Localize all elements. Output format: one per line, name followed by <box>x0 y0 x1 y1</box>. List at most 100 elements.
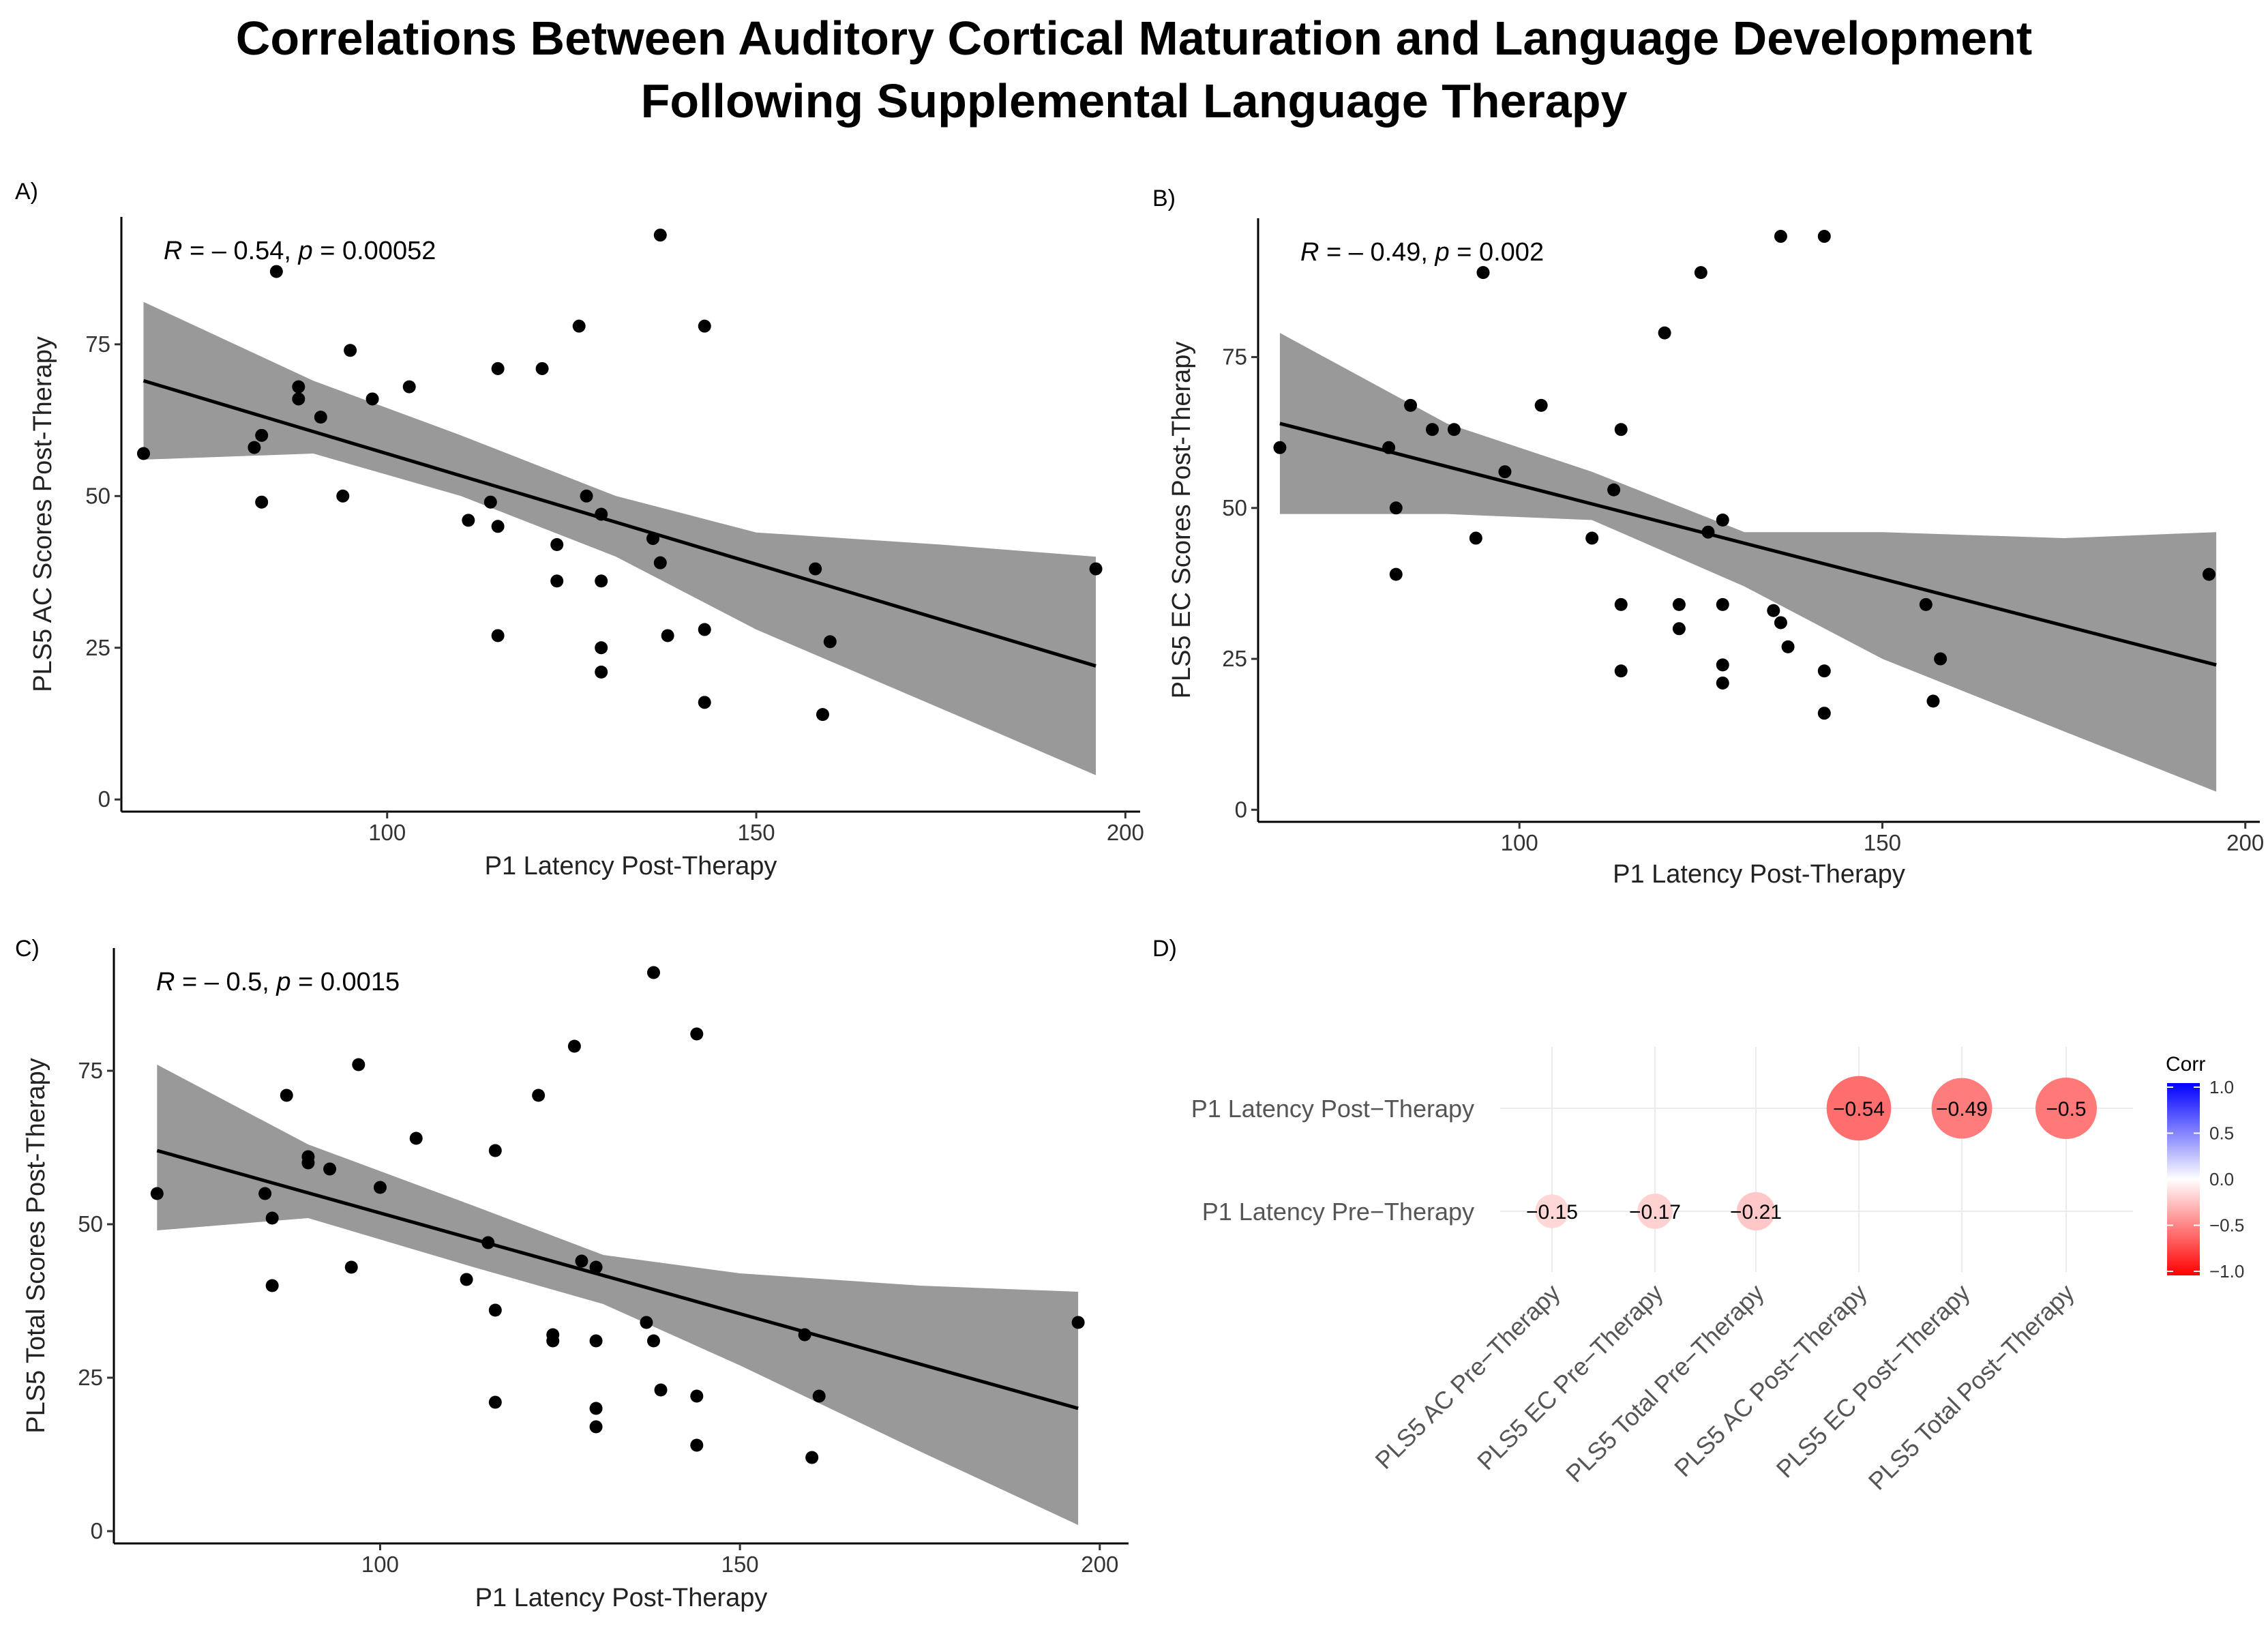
p1-confidence-band <box>1279 333 2217 792</box>
p0-data-point <box>646 532 659 546</box>
p3-cell-value: −0.21 <box>1730 1201 1782 1224</box>
p1-y-axis-label: PLS5 EC Scores Post-Therapy <box>1167 342 1196 699</box>
p2-annotation-r-val: = – 0.5, <box>175 968 276 996</box>
p2-y-tick-label: 75 <box>78 1058 103 1083</box>
p0-correlation-annotation: R = – 0.54, p = 0.00052 <box>164 237 436 265</box>
p0-data-point <box>255 495 269 509</box>
p2-data-point <box>575 1254 588 1268</box>
p2-annotation-p-val: = 0.0015 <box>291 968 400 996</box>
p1-data-point <box>1382 441 1396 454</box>
p1-data-point <box>1534 398 1548 412</box>
p2-data-point <box>589 1402 603 1415</box>
p0-data-point <box>269 265 283 278</box>
p0-data-point <box>402 380 416 394</box>
p0-data-point <box>491 629 505 642</box>
p1-y-tick-label: 50 <box>1222 495 1247 520</box>
p0-data-point <box>698 696 711 709</box>
p0-data-point <box>535 361 549 375</box>
p2-confidence-band <box>157 1065 1079 1525</box>
p2-y-axis-label: PLS5 Total Scores Post-Therapy <box>22 1058 50 1434</box>
p1-data-point <box>1585 531 1599 545</box>
p3-legend-tick-label: 0.5 <box>2209 1123 2234 1144</box>
p2-y-tick-label: 25 <box>78 1365 103 1390</box>
p2-data-point <box>589 1420 603 1434</box>
p0-data-point <box>365 392 379 406</box>
p3-cell-value: −0.49 <box>1936 1098 1988 1121</box>
p1-y-tick-label: 0 <box>1235 797 1247 822</box>
p0-data-point <box>595 507 608 521</box>
p2-x-tick-label: 200 <box>1081 1552 1118 1577</box>
p1-x-tick-label: 150 <box>1864 830 1901 855</box>
p1-data-point <box>1774 230 1787 243</box>
p0-data-point <box>550 537 564 551</box>
p1-y-tick-label: 25 <box>1222 646 1247 671</box>
p3-col-label: PLS5 Total Pre−Therapy <box>1560 1279 1770 1488</box>
p2-y-tick-label: 0 <box>91 1518 103 1543</box>
p2-data-point <box>323 1162 337 1176</box>
p1-data-point <box>1614 597 1628 611</box>
p0-x-tick-label: 100 <box>368 820 406 845</box>
p3-legend-tick-label: −1.0 <box>2209 1261 2244 1282</box>
p2-data-point <box>798 1328 811 1342</box>
p1-data-point <box>1469 531 1482 545</box>
p1-data-point <box>1498 465 1512 479</box>
p1-correlation-annotation: R = – 0.49, p = 0.002 <box>1300 238 1544 267</box>
p0-data-point <box>483 495 497 509</box>
p0-data-point <box>550 574 564 588</box>
p1-data-point <box>1817 664 1831 678</box>
p2-data-point <box>481 1236 495 1249</box>
p0-y-axis-label: PLS5 AC Scores Post-Therapy <box>29 336 57 692</box>
p3-cell-circle <box>2035 1078 2097 1139</box>
p1-annotation-p-val: = 0.002 <box>1450 238 1544 267</box>
p0-data-point <box>136 447 150 460</box>
p1-data-point <box>1672 622 1686 636</box>
p2-annotation-p: p <box>275 968 290 996</box>
p1-data-point <box>1389 501 1403 515</box>
p1-data-point <box>1919 597 1933 611</box>
p2-data-point <box>654 1383 668 1397</box>
p3-cell-circle <box>1931 1078 1993 1139</box>
p2-annotation-r: R <box>156 968 175 996</box>
p1-regression-line <box>1279 421 2217 667</box>
p0-x-tick-label: 200 <box>1107 820 1144 845</box>
p0-data-point <box>698 319 711 333</box>
p2-data-point <box>690 1438 704 1452</box>
p0-data-point <box>572 319 586 333</box>
p0-y-tick-label: 75 <box>85 331 110 357</box>
p2-data-point <box>344 1260 358 1274</box>
p2-data-point <box>589 1334 603 1348</box>
p2-data-point <box>352 1058 365 1071</box>
figure-title-line1: Correlations Between Auditory Cortical M… <box>236 12 2032 65</box>
p1-data-point <box>1926 694 1940 708</box>
p1-data-point <box>1404 398 1418 412</box>
p3-cell-circle <box>1535 1194 1569 1228</box>
p0-data-point <box>595 574 608 588</box>
p2-data-point <box>532 1089 546 1102</box>
p2-data-point <box>373 1181 387 1194</box>
p2-x-tick-label: 100 <box>361 1552 399 1577</box>
p0-data-point <box>344 344 357 357</box>
p2-data-point <box>280 1089 293 1102</box>
p1-data-point <box>1672 597 1686 611</box>
p2-data-point <box>567 1039 581 1053</box>
p1-annotation-r: R <box>1300 238 1319 267</box>
panel-b: B) 100 150 200 0 25 50 75 R = – 0.49, p = 0.002 P… <box>1152 186 2264 889</box>
p2-data-point <box>690 1027 704 1041</box>
p1-data-point <box>1476 266 1490 280</box>
p1-data-point <box>1817 707 1831 720</box>
p0-annotation-p-val: = 0.00052 <box>313 237 436 265</box>
p2-data-point <box>150 1187 164 1200</box>
p1-data-point <box>1607 483 1621 497</box>
p2-data-point <box>640 1316 653 1329</box>
p1-data-point <box>1614 664 1628 678</box>
p3-col-label: PLS5 EC Post−Therapy <box>1771 1279 1975 1483</box>
p1-data-point <box>1614 423 1628 436</box>
p0-data-point <box>336 489 350 503</box>
p2-data-point <box>265 1279 279 1292</box>
p0-data-point <box>580 489 593 503</box>
p1-data-point <box>1716 676 1729 690</box>
p1-annotation-p: p <box>1435 238 1450 267</box>
p0-data-point <box>491 361 505 375</box>
p0-data-point <box>698 623 711 636</box>
p0-confidence-band <box>143 301 1096 775</box>
